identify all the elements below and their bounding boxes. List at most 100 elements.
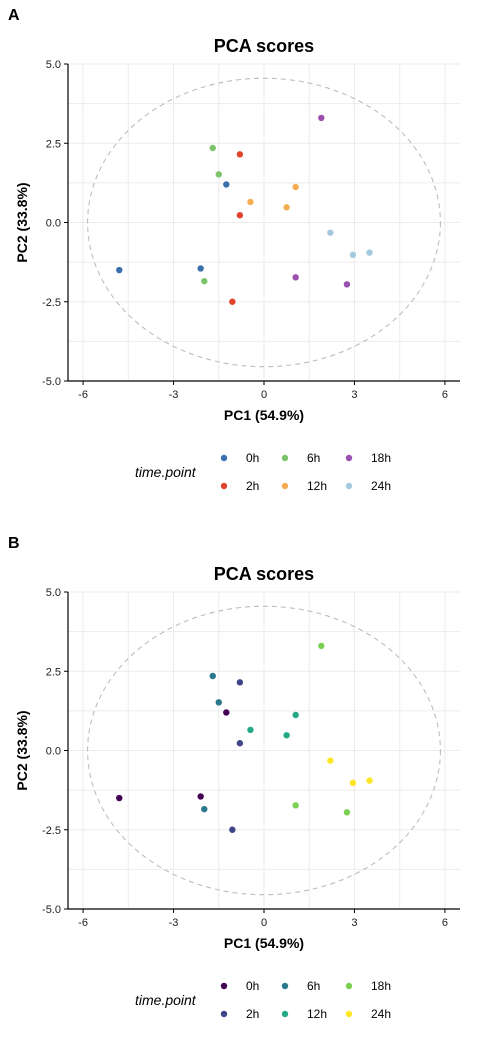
legend: time.point 0h 2h 6h 12h 18h 24h: [135, 979, 391, 1021]
point-24h: [327, 229, 334, 236]
x-tick-label: -3: [169, 917, 179, 929]
y-tick-label: 0.0: [46, 746, 61, 758]
point-2h: [236, 212, 244, 219]
point-18h: [318, 114, 325, 122]
legend-key-6h: [281, 982, 289, 990]
panel-tag: A: [8, 7, 20, 24]
y-tick-label: -5.0: [42, 904, 61, 916]
legend-label-12h: 12h: [307, 479, 327, 493]
legend-label-24h: 24h: [371, 479, 391, 493]
x-tick-label: -3: [169, 389, 179, 401]
x-tick-label: -6: [78, 917, 88, 929]
point-0h: [116, 266, 123, 274]
point-24h: [366, 249, 373, 256]
x-axis-title: PC1 (54.9%): [224, 935, 304, 951]
point-0h: [223, 709, 230, 716]
y-tick-label: 2.5: [46, 138, 61, 150]
y-tick-label: 5.0: [46, 587, 61, 599]
legend-title: time.point: [135, 992, 197, 1008]
legend-label-6h: 6h: [307, 979, 320, 993]
x-tick-label: 6: [442, 917, 448, 929]
legend-key-0h: [220, 454, 228, 462]
point-6h: [201, 277, 208, 285]
x-tick-label: 3: [351, 917, 357, 929]
point-18h: [318, 642, 325, 650]
point-18h: [292, 802, 299, 809]
point-2h: [236, 151, 244, 158]
legend-label-18h: 18h: [371, 979, 391, 993]
legend-title: time.point: [135, 464, 197, 480]
legend-label-12h: 12h: [307, 1007, 327, 1021]
gridlines: [68, 63, 460, 382]
point-12h: [247, 726, 254, 734]
y-tick-label: -5.0: [42, 376, 61, 388]
legend-key-24h: [345, 1010, 353, 1018]
x-tick-label: 6: [442, 389, 448, 401]
point-6h: [215, 699, 222, 706]
point-12h: [283, 204, 290, 211]
x-tick-label: 0: [261, 389, 267, 401]
y-tick-label: -2.5: [42, 297, 61, 309]
point-24h: [349, 779, 357, 787]
legend-key-12h: [281, 482, 289, 490]
point-12h: [292, 711, 299, 719]
legend-key-18h: [345, 982, 353, 990]
y-tick-label: 5.0: [46, 59, 61, 71]
point-2h: [229, 298, 236, 305]
x-tick-label: -6: [78, 389, 88, 401]
point-12h: [283, 732, 290, 739]
legend-label-0h: 0h: [246, 451, 259, 465]
legend-label-24h: 24h: [371, 1007, 391, 1021]
point-18h: [343, 281, 351, 288]
point-2h: [236, 679, 244, 686]
point-2h: [236, 740, 244, 747]
y-axis-title: PC2 (33.8%): [14, 182, 30, 262]
legend-label-18h: 18h: [371, 451, 391, 465]
legend: time.point 0h 2h 6h 12h 18h 24h: [135, 451, 391, 493]
data-points: [116, 114, 373, 305]
panel-a: A PCA scores -6 -3 0 3 6 -5.0 -2.5 0.0 2.5 5.0 PC1 (…: [8, 7, 460, 493]
point-6h: [209, 144, 216, 152]
legend-key-24h: [345, 482, 353, 490]
x-tick-label: 0: [261, 917, 267, 929]
point-12h: [247, 198, 254, 206]
point-0h: [116, 794, 123, 802]
legend-key-2h: [220, 482, 228, 490]
y-axis-title: PC2 (33.8%): [14, 710, 30, 790]
legend-key-6h: [281, 454, 289, 462]
point-18h: [292, 274, 299, 281]
point-24h: [327, 757, 334, 764]
legend-key-18h: [345, 454, 353, 462]
point-12h: [292, 183, 299, 191]
panel-tag: B: [8, 535, 20, 552]
legend-label-2h: 2h: [246, 479, 259, 493]
point-2h: [229, 826, 236, 833]
panel-b: B PCA scores -6 -3 0 3 6 -5.0 -2.5 0.0 2.5 5.0 PC1 (…: [8, 535, 460, 1021]
chart-title: PCA scores: [214, 36, 314, 56]
point-6h: [209, 672, 216, 680]
gridlines: [68, 591, 460, 910]
confidence-ellipse: [87, 77, 441, 368]
x-tick-label: 3: [351, 389, 357, 401]
point-24h: [349, 251, 357, 259]
y-tick-label: -2.5: [42, 825, 61, 837]
point-6h: [215, 171, 222, 178]
legend-label-2h: 2h: [246, 1007, 259, 1021]
legend-key-12h: [281, 1010, 289, 1018]
point-6h: [201, 805, 208, 813]
y-tick-label: 0.0: [46, 218, 61, 230]
point-0h: [197, 793, 204, 800]
confidence-ellipse: [87, 605, 441, 896]
x-axis-title: PC1 (54.9%): [224, 407, 304, 423]
data-points: [116, 642, 373, 833]
legend-key-0h: [220, 982, 228, 990]
point-24h: [366, 777, 373, 784]
legend-label-6h: 6h: [307, 451, 320, 465]
y-tick-label: 2.5: [46, 666, 61, 678]
legend-label-0h: 0h: [246, 979, 259, 993]
legend-key-2h: [220, 1010, 228, 1018]
point-0h: [197, 265, 204, 272]
point-0h: [223, 181, 230, 188]
chart-title: PCA scores: [214, 564, 314, 584]
